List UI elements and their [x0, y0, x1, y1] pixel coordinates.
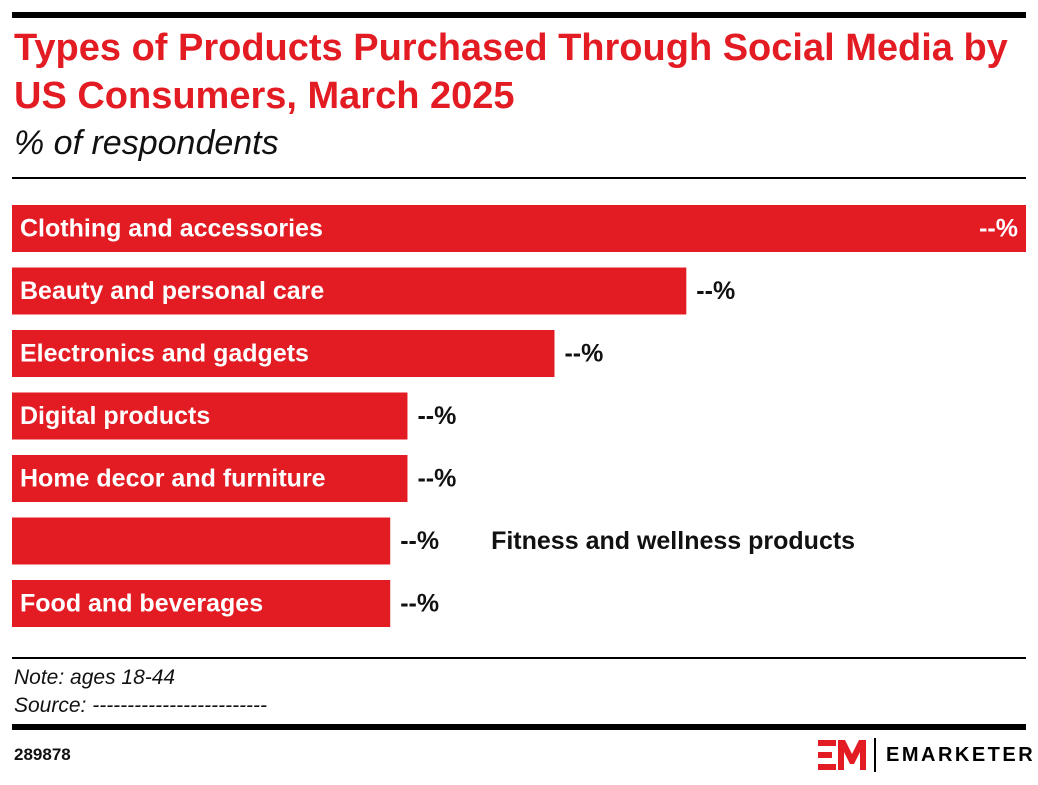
- bar-6: [12, 580, 391, 627]
- bar-chart: Clothing and accessories --% Beauty and pe…: [12, 205, 1026, 627]
- category-label: Food and beverages: [20, 590, 263, 618]
- em-logo-icon: [818, 740, 866, 770]
- bar-4: [12, 455, 408, 502]
- category-label: Electronics and gadgets: [20, 340, 309, 368]
- bar-1: [12, 267, 687, 315]
- brand-separator: [874, 738, 876, 772]
- top-rule: [12, 12, 1026, 18]
- brand-name: EMARKETER: [886, 743, 1036, 766]
- chart-title: Types of Products Purchased Through Soci…: [14, 27, 1008, 117]
- bar-2: [12, 330, 555, 377]
- bottom-rule: [12, 724, 1026, 730]
- category-label: Home decor and furniture: [20, 465, 326, 493]
- brand-logo: EMARKETER: [818, 737, 1035, 773]
- chart-id: 289878: [14, 745, 71, 764]
- category-label: Digital products: [20, 402, 210, 430]
- value-label: --%: [417, 465, 456, 493]
- value-label: --%: [400, 590, 439, 618]
- chart-source: Source: -------------------------: [14, 694, 268, 717]
- value-label: --%: [417, 402, 456, 430]
- value-label: --%: [696, 277, 735, 305]
- value-label: --%: [979, 215, 1018, 243]
- category-label: Fitness and wellness products: [491, 527, 855, 555]
- chart-note: Note: ages 18-44: [14, 666, 176, 689]
- category-label: Beauty and personal care: [20, 277, 324, 305]
- bar-5: [12, 517, 391, 565]
- footer-rule: [12, 657, 1026, 659]
- header-rule: [12, 177, 1026, 179]
- bar-3: [12, 392, 408, 440]
- bar-0: [12, 205, 1026, 252]
- chart-subtitle: % of respondents: [14, 124, 279, 162]
- value-label: --%: [400, 527, 439, 555]
- category-label: Clothing and accessories: [20, 215, 323, 243]
- value-label: --%: [564, 340, 603, 368]
